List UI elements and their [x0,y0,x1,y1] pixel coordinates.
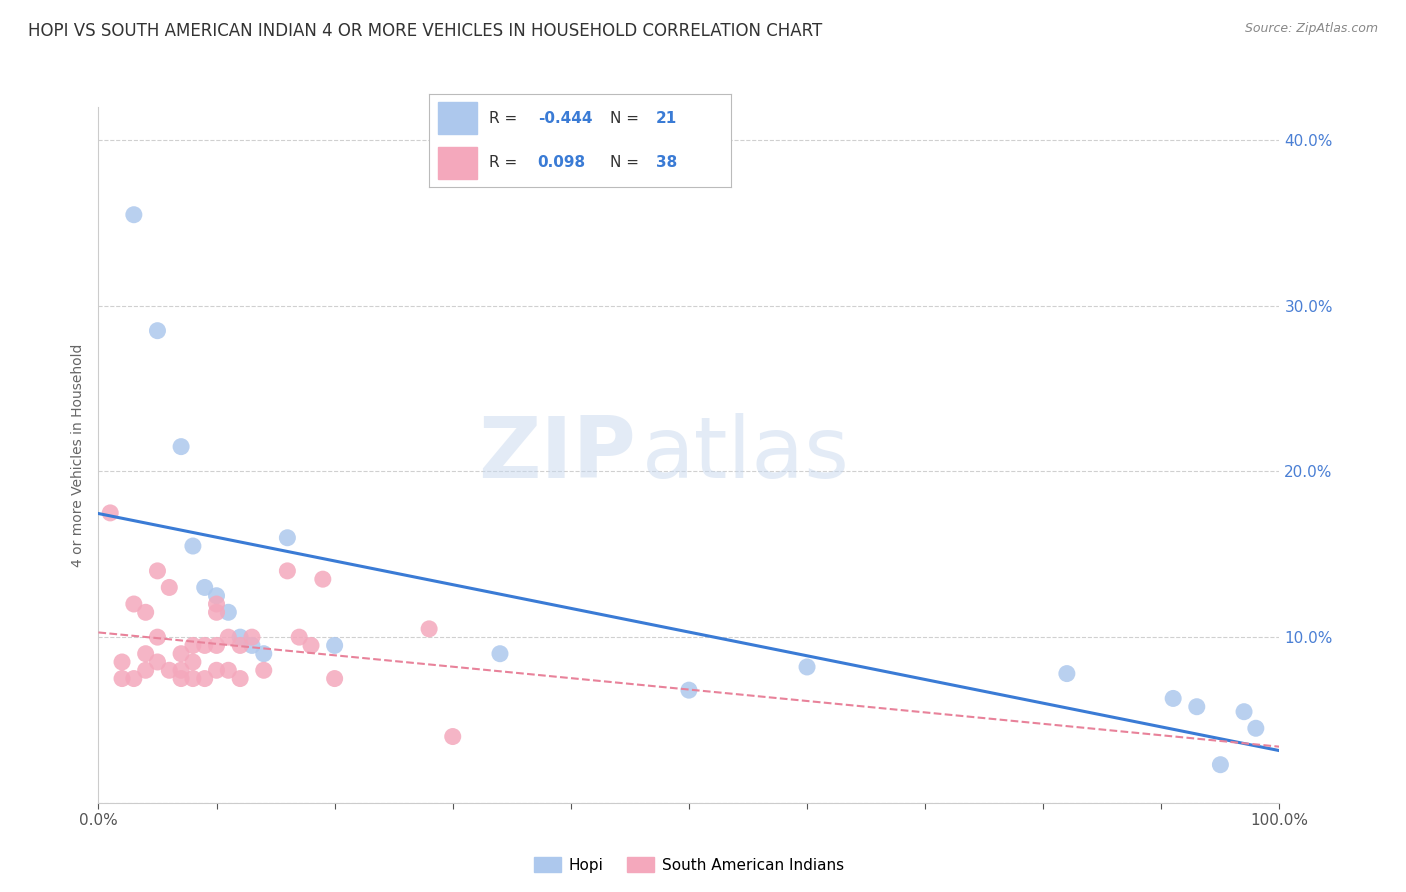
Point [323,672,346,686]
Point [240,639,263,653]
Point [1233,705,1256,719]
Point [194,639,217,653]
Point [205,663,228,677]
Point [111,655,134,669]
Point [253,647,276,661]
Point [276,531,298,545]
Point [170,440,193,454]
Point [796,660,818,674]
Point [489,647,512,661]
Point [678,683,700,698]
Text: 38: 38 [655,155,676,170]
Point [146,655,169,669]
Text: Source: ZipAtlas.com: Source: ZipAtlas.com [1244,22,1378,36]
Point [98,506,121,520]
Point [1185,699,1208,714]
Point [146,324,169,338]
Point [441,730,464,744]
Point [157,663,180,677]
Point [1161,691,1184,706]
Text: 0.098: 0.098 [537,155,586,170]
Point [299,639,322,653]
Point [418,622,440,636]
Point [181,655,204,669]
Point [253,663,276,677]
Point [194,672,217,686]
Point [217,663,239,677]
Point [146,564,169,578]
Point [181,539,204,553]
Point [135,663,157,677]
Y-axis label: 4 or more Vehicles in Household: 4 or more Vehicles in Household [72,343,86,566]
Point [135,647,157,661]
Point [122,597,145,611]
Point [1244,721,1267,735]
Text: atlas: atlas [641,413,849,497]
Point [276,564,298,578]
Point [122,672,145,686]
Point [240,630,263,644]
Text: ZIP: ZIP [478,413,636,497]
Point [181,639,204,653]
Text: N =: N = [610,111,644,126]
Point [1209,757,1232,772]
Point [229,630,252,644]
Legend: Hopi, South American Indians: Hopi, South American Indians [527,850,851,879]
Bar [437,147,477,179]
Point [229,672,252,686]
Text: 21: 21 [655,111,676,126]
Point [122,208,145,222]
Point [170,672,193,686]
Point [181,672,204,686]
Text: R =: R = [489,111,523,126]
Point [205,597,228,611]
Point [170,663,193,677]
Point [157,581,180,595]
Point [146,630,169,644]
Point [111,672,134,686]
Point [205,605,228,619]
Point [217,605,239,619]
Point [229,639,252,653]
Point [312,572,335,586]
Point [323,639,346,653]
Text: R =: R = [489,155,523,170]
Point [1056,666,1078,681]
Text: N =: N = [610,155,644,170]
Point [194,581,217,595]
Point [205,589,228,603]
Point [217,630,239,644]
Point [205,639,228,653]
Point [288,630,311,644]
Point [170,647,193,661]
Text: -0.444: -0.444 [537,111,592,126]
Point [135,605,157,619]
Bar [437,102,477,134]
Text: HOPI VS SOUTH AMERICAN INDIAN 4 OR MORE VEHICLES IN HOUSEHOLD CORRELATION CHART: HOPI VS SOUTH AMERICAN INDIAN 4 OR MORE … [28,22,823,40]
